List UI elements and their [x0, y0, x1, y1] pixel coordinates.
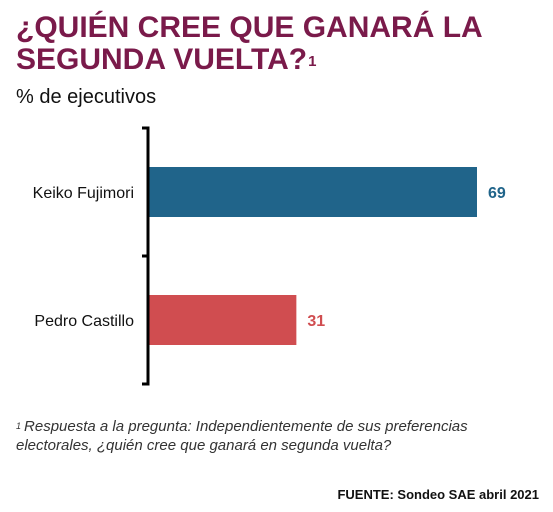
title-footnote-marker: 1 — [308, 53, 317, 70]
footnote-marker: 1 — [16, 421, 22, 431]
bar-2 — [149, 295, 297, 345]
footnote-text: Respuesta a la pregunta: Independienteme… — [16, 418, 468, 454]
bar-1 — [149, 167, 477, 217]
footnote: 1 Respuesta a la pregunta: Independientem… — [16, 417, 546, 455]
data-label: 31 — [307, 313, 325, 330]
category-label: Pedro Castillo — [34, 313, 134, 330]
category-label: Keiko Fujimori — [33, 185, 134, 202]
data-label: 69 — [488, 185, 506, 202]
bar-chart: Keiko Fujimori 69 Pedro Castillo 31 — [33, 126, 506, 386]
chart-subtitle: % de ejecutivos — [16, 86, 157, 108]
chart-title-text: ¿QUIÉN CREE QUE GANARÁ LA SEGUNDA VUELTA… — [16, 11, 482, 76]
source-note: FUENTE: Sondeo SAE abril 2021 — [337, 487, 539, 502]
chart-title: ¿QUIÉN CREE QUE GANARÁ LA SEGUNDA VUELTA… — [16, 12, 546, 76]
